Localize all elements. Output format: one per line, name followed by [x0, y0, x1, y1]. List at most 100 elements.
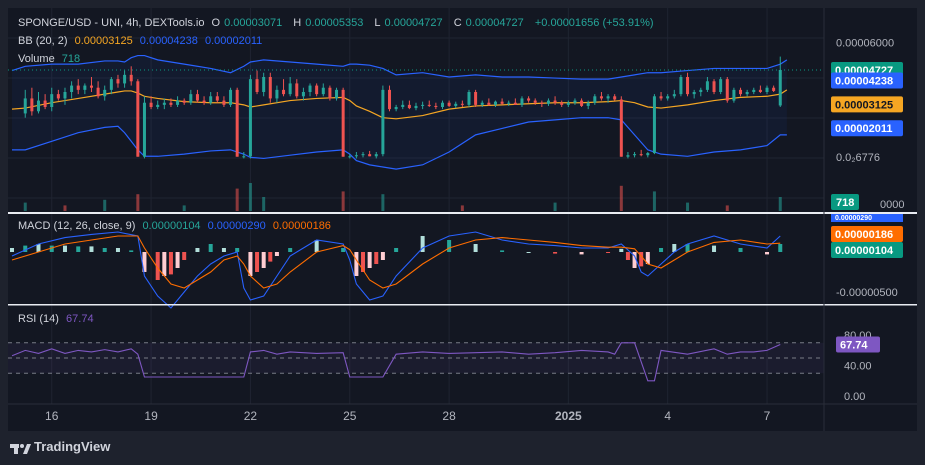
separator-price-macd: [8, 212, 917, 214]
candle-body-20: [156, 104, 160, 107]
chart-area[interactable]: 0.00006000 0.0₂6776 0.00004727 0.00004238 0.…: [8, 8, 917, 431]
bb-middle-line: [11, 89, 788, 120]
candle-body-33: [242, 156, 246, 158]
candle-body-14: [116, 79, 120, 84]
macd-hist-value: 0.00000104: [142, 220, 201, 232]
bb-lower-line: [12, 117, 787, 170]
symbol-legend[interactable]: SPONGE/USD - UNI, 4h, DEXTools.io O 0.000…: [18, 17, 658, 29]
macd-clipped-badge-bg: [831, 214, 903, 222]
candle-body-112: [765, 87, 769, 92]
candle-body-16: [129, 74, 133, 82]
candle-body-89: [613, 96, 617, 100]
candle-body-88: [606, 96, 610, 99]
candle-body-57: [401, 104, 405, 107]
macd-hist-bar-39: [553, 252, 558, 254]
macd-hist-bar-36: [473, 244, 478, 252]
macd-hist-bar-43: [625, 252, 630, 260]
macd-hist-bar-31: [374, 252, 379, 264]
macd-hist-bar-25: [288, 248, 293, 252]
bb-label: BB (20, 2): [18, 35, 68, 47]
high-value: 0.00005353: [305, 17, 364, 29]
macd-hist-bar-34: [420, 236, 425, 252]
macd-hist-bar-3: [49, 245, 54, 252]
price-change: +0.00001656 (+53.91%): [534, 17, 654, 29]
macd-hist-bar-50: [712, 245, 717, 252]
candle-body-49: [348, 156, 352, 158]
symbol-title[interactable]: SPONGE/USD - UNI, 4h, DEXTools.io: [18, 17, 205, 29]
volume-bar-2: [103, 199, 107, 211]
candle-body-84: [580, 100, 584, 106]
high-key: H: [293, 17, 302, 29]
candle-body-67: [467, 92, 471, 105]
candle-body-66: [460, 103, 464, 105]
candle-body-56: [394, 107, 398, 110]
pane-separators[interactable]: [8, 8, 917, 431]
rsi-legend[interactable]: RSI (14) 67.74: [18, 313, 98, 325]
candle-body-100: [686, 77, 690, 95]
candle-body-76: [527, 98, 531, 101]
volume-legend[interactable]: Volume 718: [18, 53, 84, 65]
candle-body-29: [215, 96, 219, 101]
candle-body-0: [23, 98, 27, 114]
candle-body-44: [315, 85, 319, 95]
candle-body-48: [341, 89, 345, 157]
candle-body-110: [752, 89, 756, 92]
candle-body-45: [321, 87, 325, 95]
volume-bar-13: [652, 191, 656, 211]
macd-hist-bar-19: [235, 248, 240, 252]
bb-legend[interactable]: BB (20, 2) 0.00003125 0.00004238 0.00002…: [18, 35, 266, 47]
candle-body-86: [593, 96, 597, 103]
candle-body-87: [599, 96, 603, 99]
candle-body-65: [454, 103, 458, 106]
candle-body-74: [513, 102, 517, 105]
candle-body-13: [109, 79, 113, 90]
candle-body-23: [176, 100, 180, 105]
chart-canvas[interactable]: 0.00006000 0.0₂6776 0.00004727 0.00004238 0.…: [8, 8, 917, 431]
candle-body-81: [560, 102, 564, 105]
candle-body-15: [123, 74, 127, 84]
price-axis[interactable]: 0.000060000.0₂67760.000047270.000042380.…: [831, 38, 904, 403]
macd-hist-bar-14: [175, 252, 180, 268]
separator-macd-rsi: [8, 304, 917, 306]
time-axis[interactable]: 16 19 22 25 28 2025 4 7: [45, 409, 771, 423]
candle-body-108: [739, 89, 743, 95]
macd-hist-bar-9: [129, 250, 134, 252]
candle-body-10: [89, 85, 93, 88]
macd-signal-line: [11, 235, 781, 289]
time-label-7: 7: [764, 409, 771, 423]
macd-hist-bar-41: [606, 252, 611, 253]
ohlc-low: L 0.00004727: [374, 17, 446, 29]
close-value: 0.00004727: [465, 17, 524, 29]
candle-body-99: [679, 77, 683, 95]
macd-badge-1-bg: [831, 242, 903, 258]
candle-body-93: [639, 154, 643, 156]
price-tick-1: 0.0₂6776: [836, 152, 880, 164]
candle-body-103: [705, 81, 709, 90]
time-label-5: 2025: [555, 409, 582, 423]
candle-body-101: [692, 92, 696, 95]
macd-hist-bar-8: [115, 248, 120, 252]
candle-body-1: [30, 98, 34, 112]
volume-bar-15: [725, 205, 729, 211]
time-label-1: 19: [144, 409, 158, 423]
macd-hist-bar-4: [62, 245, 67, 252]
macd-hist-bar-27: [341, 248, 346, 252]
candle-body-32: [235, 89, 239, 157]
rsi-pane: [8, 342, 824, 382]
macd-legend[interactable]: MACD (12, 26, close, 9) 0.00000104 0.000…: [18, 220, 335, 232]
volume-bar-6: [248, 183, 252, 211]
bb-upper-value: 0.00004238: [139, 35, 198, 47]
candle-body-34: [248, 79, 252, 157]
price-badge-3-bg: [831, 120, 903, 137]
macd-hist-bar-23: [268, 252, 273, 262]
macd-hist-bar-42: [619, 248, 624, 252]
candle-body-72: [500, 101, 504, 104]
candle-body-43: [308, 85, 312, 92]
candle-body-4: [50, 94, 54, 107]
open-value: 0.00003071: [224, 17, 283, 29]
volume-bar-0: [23, 202, 27, 211]
macd-hist-bar-52: [765, 252, 770, 255]
time-label-3: 25: [343, 409, 357, 423]
candle-body-98: [672, 94, 676, 97]
low-key: L: [374, 17, 381, 29]
